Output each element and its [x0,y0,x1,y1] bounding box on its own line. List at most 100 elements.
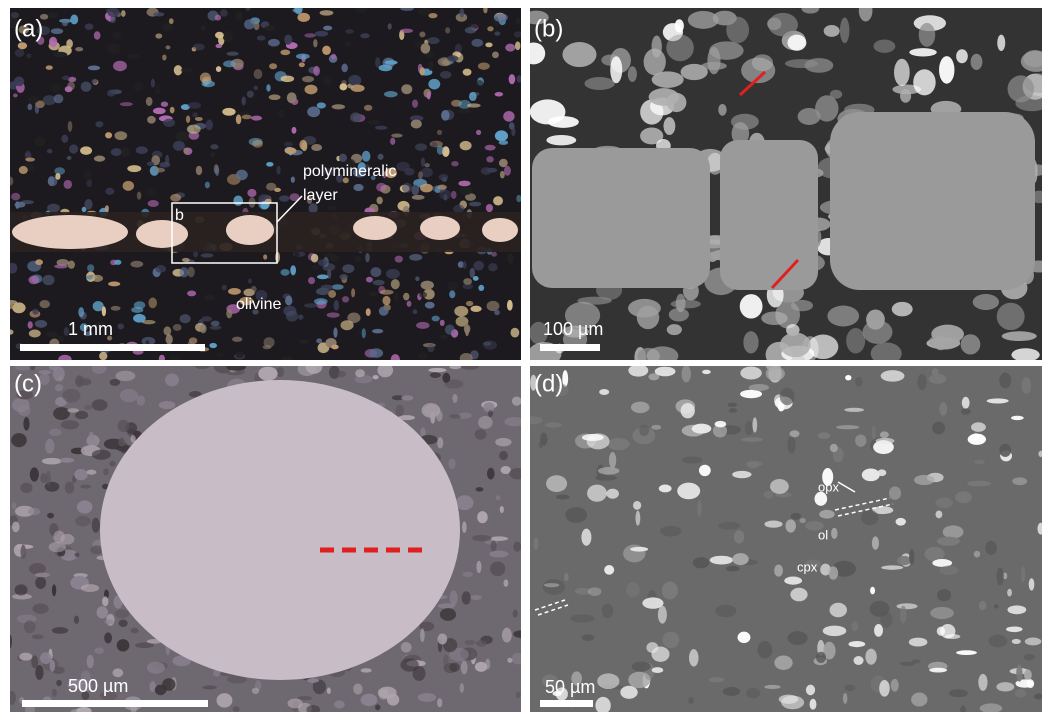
texture-grain [844,684,854,691]
texture-grain [999,373,1011,389]
texture-grain [380,290,394,295]
texture-grain [46,65,53,70]
texture-grain [865,649,876,665]
texture-grain [401,395,413,400]
panel-label: (a) [14,15,43,42]
texture-grain [985,541,997,555]
texture-grain [693,557,709,568]
texture-grain [588,587,602,596]
texture-grain [351,288,355,297]
texture-grain [75,516,91,527]
texture-grain [491,252,497,257]
panel-label: (c) [14,370,42,397]
texture-grain [462,572,472,577]
texture-grain [859,0,873,22]
texture-grain [369,292,377,296]
texture-grain [309,203,318,213]
texture-grain [322,76,332,85]
texture-grain [215,15,221,21]
texture-grain [945,634,961,639]
panel-label: (d) [534,370,563,397]
texture-grain [92,275,103,282]
texture-grain [315,31,328,37]
texture-grain [372,329,383,334]
texture-grain [85,23,94,30]
texture-grain [8,635,12,648]
texture-grain [55,384,64,391]
texture-grain [217,693,233,708]
texture-grain [562,42,596,67]
texture-grain [431,142,437,147]
texture-grain [47,513,54,519]
texture-grain [53,366,65,381]
texture-grain [421,281,434,290]
texture-grain [823,626,847,636]
texture-grain [290,265,296,275]
texture-grain [889,486,901,500]
texture-grain [78,307,84,317]
texture-grain [437,146,444,155]
texture-grain [382,296,390,305]
annotation: opx [818,479,839,494]
texture-grain [1007,605,1026,614]
texture-grain [818,432,831,438]
texture-grain [369,348,383,358]
texture-grain [441,110,450,121]
texture-grain [299,140,307,150]
texture-grain [509,468,525,479]
texture-grain [251,286,257,293]
texture-grain [209,343,217,348]
texture-grain [86,470,96,475]
texture-grain [424,163,430,167]
texture-grain [48,12,58,18]
texture-grain [855,377,863,387]
texture-grain [65,86,73,92]
texture-grain [917,374,926,390]
texture-grain [391,354,400,365]
texture-grain [105,132,112,138]
texture-grain [49,429,61,436]
texture-grain [108,281,120,286]
texture-grain [936,510,943,518]
texture-grain [153,108,166,115]
texture-grain [487,26,493,31]
texture-grain [201,25,206,31]
texture-grain [710,556,733,565]
texture-grain [81,81,92,91]
texture-grain [77,500,93,513]
texture-grain [378,154,384,160]
texture-grain [840,17,849,43]
texture-grain [258,367,277,381]
texture-grain [677,483,700,500]
texture-grain [675,19,684,32]
texture-grain [699,465,711,476]
texture-grain [460,141,472,151]
texture-grain [379,307,389,316]
texture-grain [350,112,361,122]
texture-grain [628,66,637,82]
texture-grain [327,688,331,694]
texture-grain [457,109,471,114]
texture-grain [980,703,1003,713]
texture-grain [99,352,107,360]
texture-grain [1035,693,1043,699]
texture-grain [478,62,490,69]
texture-grain [341,320,354,330]
texture-grain [7,691,16,705]
texture-grain [311,254,318,263]
texture-grain [513,541,521,551]
texture-grain [1029,578,1035,590]
texture-grain [452,394,457,403]
texture-grain [412,195,425,200]
texture-grain [35,104,39,114]
texture-grain [14,77,24,87]
texture-grain [148,297,157,308]
texture-grain [827,306,859,327]
texture-grain [165,45,170,49]
texture-grain [220,9,228,16]
texture-grain [29,330,41,338]
texture-grain [32,309,38,315]
texture-grain [1012,639,1021,644]
texture-grain [65,482,74,494]
texture-grain [973,294,999,310]
